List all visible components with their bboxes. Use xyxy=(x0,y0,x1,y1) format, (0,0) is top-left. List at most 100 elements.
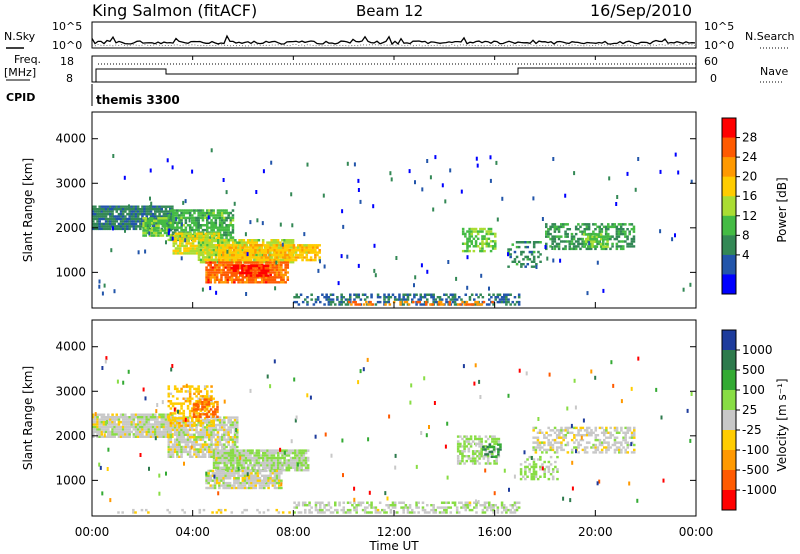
range-cell xyxy=(209,273,213,277)
range-cell xyxy=(231,416,235,419)
range-cell xyxy=(279,456,282,460)
range-cell xyxy=(291,464,295,467)
range-cell xyxy=(212,464,216,467)
range-cell xyxy=(241,269,244,272)
range-cell xyxy=(232,466,235,469)
range-cell xyxy=(265,474,268,477)
range-cell xyxy=(223,466,227,469)
range-cell xyxy=(98,418,101,421)
range-cell xyxy=(119,227,123,231)
range-cell xyxy=(229,248,233,252)
range-cell xyxy=(366,296,369,299)
range-cell xyxy=(611,223,614,226)
range-cell xyxy=(243,244,247,247)
range-cell xyxy=(374,273,377,278)
range-cell xyxy=(232,246,236,249)
range-cell xyxy=(202,248,205,252)
range-cell xyxy=(189,237,193,240)
range-cell xyxy=(197,417,200,420)
range-cell xyxy=(246,246,250,249)
range-cell xyxy=(594,247,597,251)
range-cell xyxy=(283,241,286,244)
range-cell xyxy=(156,433,159,436)
range-cell xyxy=(574,232,578,236)
range-cell xyxy=(193,445,196,449)
range-cell xyxy=(126,428,129,431)
range-cell xyxy=(171,443,175,446)
range-cell xyxy=(104,428,108,431)
range-cell xyxy=(153,231,156,235)
range-cell xyxy=(440,298,444,301)
range-cell xyxy=(201,445,205,449)
range-cell xyxy=(178,412,181,415)
range-cell xyxy=(466,255,469,260)
range-cell xyxy=(255,461,259,465)
range-cell xyxy=(158,430,161,434)
range-cell xyxy=(334,303,337,306)
range-cell xyxy=(484,445,488,448)
range-cell xyxy=(570,438,574,442)
range-cell xyxy=(160,418,164,421)
range-cell xyxy=(252,273,255,277)
range-cell xyxy=(478,457,481,460)
range-cell xyxy=(111,430,114,434)
freq-tick-high: 18 xyxy=(60,55,74,68)
range-cell xyxy=(252,251,255,254)
range-cell xyxy=(193,247,197,250)
range-cell xyxy=(205,400,209,404)
range-cell xyxy=(196,400,200,404)
range-cell xyxy=(241,469,245,473)
range-cell xyxy=(530,473,534,476)
range-cell xyxy=(205,477,208,480)
range-cell xyxy=(284,268,287,272)
range-cell xyxy=(139,208,142,211)
range-cell xyxy=(630,242,634,246)
range-cell xyxy=(195,395,198,398)
range-cell xyxy=(132,425,136,429)
range-cell xyxy=(201,450,205,454)
range-cell xyxy=(186,419,190,422)
range-cell xyxy=(180,440,183,444)
range-cell xyxy=(253,264,257,267)
range-cell xyxy=(195,431,198,434)
range-cell xyxy=(229,436,233,439)
range-cell xyxy=(230,258,234,262)
range-cell xyxy=(113,433,116,436)
range-cell xyxy=(289,246,293,249)
range-cell xyxy=(134,413,138,416)
range-cell xyxy=(316,244,319,247)
range-cell xyxy=(442,303,445,306)
range-cell xyxy=(312,246,315,249)
range-cell xyxy=(188,409,192,413)
range-cell xyxy=(98,210,101,213)
range-cell xyxy=(532,255,536,259)
range-cell xyxy=(275,258,279,262)
range-cell xyxy=(284,253,287,257)
range-cell xyxy=(176,426,179,429)
range-cell xyxy=(314,249,317,252)
range-cell xyxy=(589,233,592,236)
range-cell xyxy=(124,435,127,438)
range-cell xyxy=(155,219,158,222)
range-cell xyxy=(292,258,296,262)
range-cell xyxy=(532,460,536,464)
range-cell xyxy=(233,431,237,434)
range-cell xyxy=(230,251,234,254)
range-cell xyxy=(270,160,273,165)
range-cell xyxy=(585,426,589,430)
range-cell xyxy=(603,434,606,437)
range-cell xyxy=(199,216,203,220)
range-cell xyxy=(226,261,230,264)
range-cell xyxy=(104,212,108,216)
range-cell xyxy=(566,431,570,434)
range-cell xyxy=(228,484,232,487)
range-cell xyxy=(273,276,277,279)
range-cell xyxy=(169,220,172,223)
range-cell xyxy=(176,387,179,391)
range-cell xyxy=(239,267,242,270)
range-cell xyxy=(453,298,457,301)
range-cell xyxy=(191,209,194,212)
range-cell xyxy=(253,239,256,242)
range-cell xyxy=(245,281,249,284)
range-cell xyxy=(236,433,239,436)
